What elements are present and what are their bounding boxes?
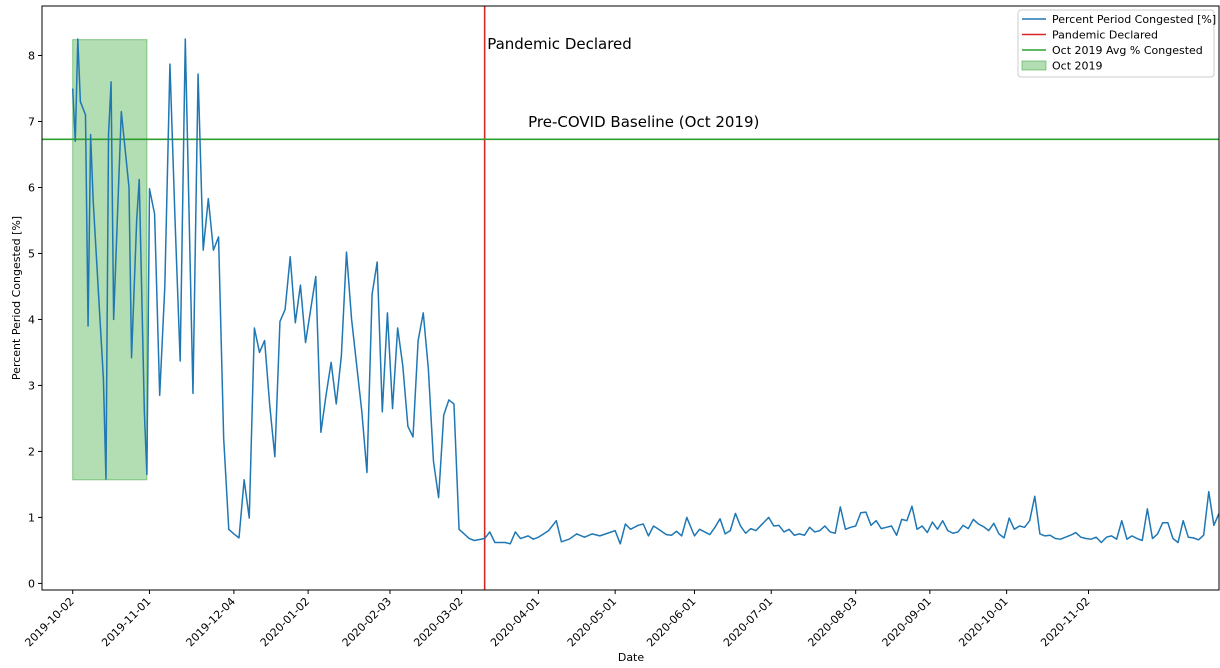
legend-swatch: [1021, 60, 1047, 71]
axes-frame: [41, 5, 1220, 591]
y-tick-label: 6: [28, 181, 35, 194]
y-tick-label: 1: [28, 511, 35, 524]
series-layer: [71, 38, 1220, 545]
annotation-pandemic-declared: Pandemic Declared: [487, 35, 632, 53]
y-tick-label: 0: [28, 577, 35, 590]
x-axis-label: Date: [618, 651, 645, 664]
legend-label: Percent Period Congested [%]: [1052, 13, 1216, 26]
y-axis-label: Percent Period Congested [%]: [10, 216, 23, 380]
legend: Percent Period Congested [%] Pandemic Dec…: [1017, 9, 1216, 78]
annotation-baseline: Pre-COVID Baseline (Oct 2019): [528, 113, 759, 131]
y-axis: 0 1 2 3 4 5 6 7 8: [28, 49, 42, 590]
y-tick-label: 4: [28, 313, 35, 326]
y-tick-label: 5: [28, 247, 35, 260]
legend-label: Pandemic Declared: [1052, 29, 1158, 42]
legend-box: [1017, 9, 1215, 78]
axes-background: [42, 6, 1219, 590]
plot-area: [42, 6, 1219, 590]
reference-line-layer: [42, 6, 1219, 590]
y-tick-label: 3: [28, 379, 35, 392]
annotation-layer: Pandemic Declared Pre-COVID Baseline (Oct…: [487, 35, 759, 131]
y-tick-label: 2: [28, 445, 35, 458]
legend-label: Oct 2019 Avg % Congested: [1052, 44, 1203, 57]
y-tick-label: 7: [28, 115, 35, 128]
legend-label: Oct 2019: [1052, 60, 1103, 73]
series-line-congested: [71, 38, 1220, 545]
y-tick-label: 8: [28, 49, 35, 62]
